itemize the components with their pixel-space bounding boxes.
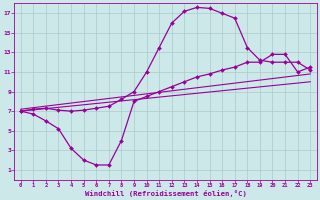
X-axis label: Windchill (Refroidissement éolien,°C): Windchill (Refroidissement éolien,°C) bbox=[84, 190, 246, 197]
